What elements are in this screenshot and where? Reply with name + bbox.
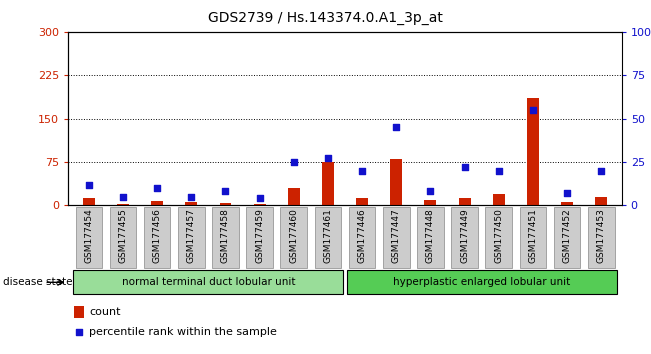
Bar [356,198,368,205]
Point [357,168,367,173]
Bar [493,194,505,205]
Text: GSM177460: GSM177460 [289,208,298,263]
Text: GDS2739 / Hs.143374.0.A1_3p_at: GDS2739 / Hs.143374.0.A1_3p_at [208,11,443,25]
Point [288,159,299,165]
Text: count: count [89,307,121,317]
FancyBboxPatch shape [178,207,204,268]
Text: hyperplastic enlarged lobular unit: hyperplastic enlarged lobular unit [393,277,570,287]
FancyBboxPatch shape [281,207,307,268]
Bar [424,200,436,205]
Point [596,168,607,173]
Point [493,168,504,173]
FancyBboxPatch shape [246,207,273,268]
Point [220,189,230,194]
Text: disease state: disease state [3,277,73,287]
FancyBboxPatch shape [109,207,136,268]
Point [460,164,470,170]
Point [83,182,94,187]
Text: GSM177459: GSM177459 [255,208,264,263]
Text: GSM177452: GSM177452 [562,208,572,263]
Text: GSM177449: GSM177449 [460,208,469,263]
FancyBboxPatch shape [314,207,341,268]
Text: GSM177461: GSM177461 [324,208,333,263]
FancyBboxPatch shape [383,207,409,268]
FancyBboxPatch shape [212,207,239,268]
FancyBboxPatch shape [144,207,171,268]
FancyBboxPatch shape [349,207,376,268]
Bar [595,197,607,205]
Point [255,195,265,201]
Point [152,185,162,191]
FancyBboxPatch shape [554,207,581,268]
Text: GSM177451: GSM177451 [529,208,537,263]
Point [186,194,197,200]
Text: GSM177456: GSM177456 [153,208,161,263]
Text: GSM177455: GSM177455 [118,208,128,263]
Point [74,330,84,335]
FancyBboxPatch shape [588,207,615,268]
FancyBboxPatch shape [486,207,512,268]
Bar [74,306,84,318]
FancyBboxPatch shape [519,207,546,268]
Bar [322,162,334,205]
FancyBboxPatch shape [347,270,616,294]
Text: GSM177458: GSM177458 [221,208,230,263]
FancyBboxPatch shape [451,207,478,268]
FancyBboxPatch shape [76,207,102,268]
Bar [288,188,299,205]
Bar [254,204,266,205]
Bar [458,198,471,205]
Point [118,194,128,200]
FancyBboxPatch shape [74,270,343,294]
Text: GSM177446: GSM177446 [357,208,367,263]
Point [323,156,333,161]
Text: normal terminal duct lobular unit: normal terminal duct lobular unit [122,277,295,287]
Text: percentile rank within the sample: percentile rank within the sample [89,327,277,337]
Bar [117,204,129,205]
Text: GSM177447: GSM177447 [392,208,401,263]
Bar [83,198,95,205]
Bar [391,159,402,205]
Text: GSM177454: GSM177454 [85,208,93,263]
Point [425,189,436,194]
Bar [219,203,232,205]
Text: GSM177448: GSM177448 [426,208,435,263]
Point [562,190,572,196]
Text: GSM177453: GSM177453 [597,208,605,263]
Text: GSM177457: GSM177457 [187,208,196,263]
Bar [151,201,163,205]
FancyBboxPatch shape [417,207,444,268]
Point [528,107,538,113]
Bar [186,202,197,205]
Bar [527,98,539,205]
Point [391,124,402,130]
Bar [561,202,573,205]
Text: GSM177450: GSM177450 [494,208,503,263]
